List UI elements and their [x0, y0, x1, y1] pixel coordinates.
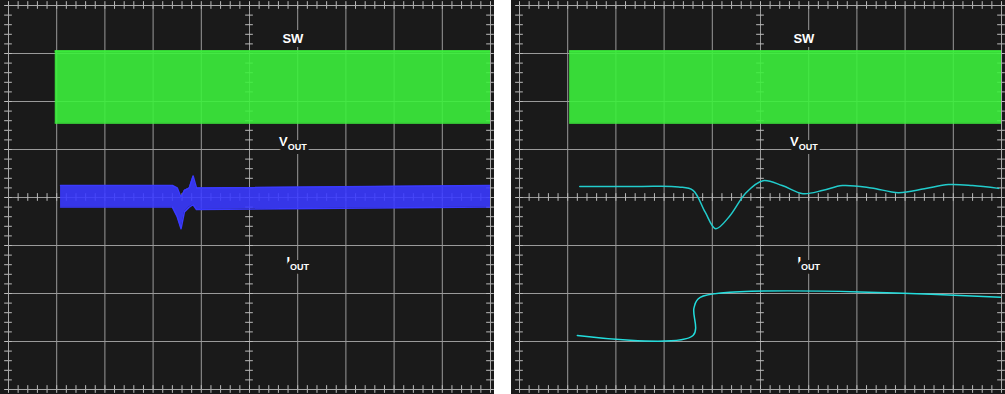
svg-text:SW: SW — [793, 31, 815, 46]
svg-text:IOUT: IOUT — [286, 254, 309, 272]
svg-text:VOUT: VOUT — [790, 134, 818, 152]
svg-text:IOUT: IOUT — [797, 254, 820, 272]
svg-text:VOUT: VOUT — [279, 134, 307, 152]
svg-text:SW: SW — [282, 31, 304, 46]
